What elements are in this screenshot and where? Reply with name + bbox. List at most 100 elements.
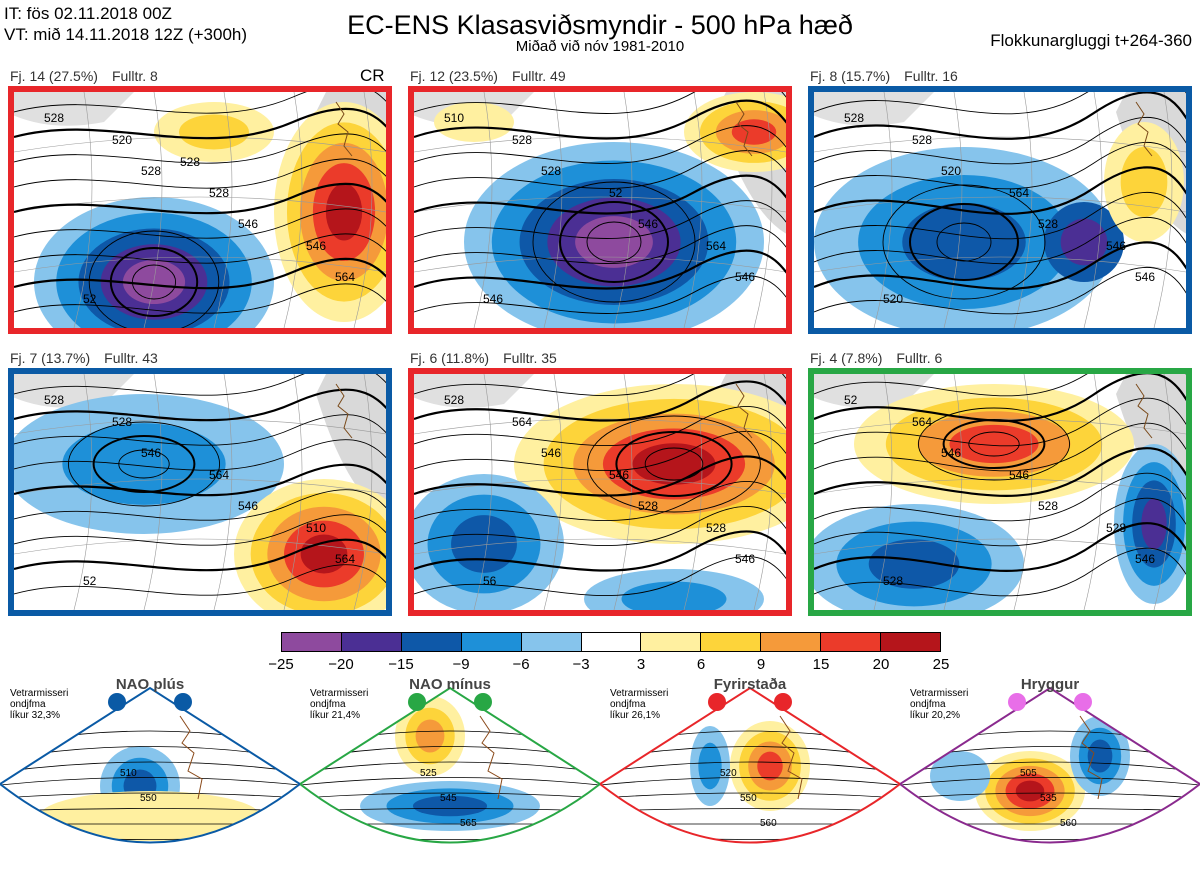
graticule-line — [414, 196, 786, 213]
regime-marker — [108, 693, 126, 711]
height-contour — [414, 506, 786, 546]
height-contour — [814, 266, 1186, 315]
height-contour — [615, 431, 733, 497]
colorbar-tick-label: 25 — [932, 656, 950, 673]
height-contour — [414, 455, 786, 497]
regime-svg: 510 550 — [0, 686, 302, 844]
height-contour — [414, 406, 786, 446]
panel-5-label: Fj. 6 (11.8%) Fulltr. 35 — [410, 350, 571, 366]
height-contour — [814, 116, 1186, 165]
anomaly-shading — [868, 539, 960, 589]
graticule-line — [73, 374, 93, 610]
height-contour — [14, 107, 386, 140]
graticule-line — [814, 478, 1186, 495]
graticule-line — [814, 418, 1186, 435]
graticule-line — [414, 478, 786, 495]
contour-label: 528 — [44, 111, 64, 125]
colorbar-tick-label: −9 — [452, 656, 470, 673]
contour-label: 52 — [83, 292, 97, 306]
regime-stat-line: Vetrarmisseri — [310, 688, 369, 699]
height-contour — [814, 92, 1186, 140]
height-contour — [14, 283, 386, 314]
height-contour — [814, 497, 1186, 547]
regime-contour-label: 545 — [440, 793, 457, 804]
graticule-line — [473, 92, 493, 328]
height-contour — [814, 522, 1186, 572]
contour-label: 546 — [306, 239, 326, 253]
map-svg: 528 528 546 564 520 528 546 52 528 — [14, 92, 386, 328]
height-contour — [414, 174, 786, 215]
regime-marker — [1074, 693, 1092, 711]
panel-1-label: Fj. 14 (27.5%) Fulltr. 8 — [10, 68, 172, 84]
graticule-line — [14, 256, 386, 273]
graticule-line — [814, 256, 1186, 273]
colorbar-tick-label: 6 — [696, 656, 706, 673]
contour-label: 56 — [483, 574, 497, 588]
colorbar-swatch — [521, 633, 582, 651]
height-contour — [88, 230, 220, 328]
height-contour — [814, 374, 1186, 397]
colorbar-swatch — [341, 633, 402, 651]
graticule-line — [814, 538, 1186, 555]
map-svg: 528 520 528 546 528 564 546 520 — [814, 92, 1186, 328]
regime-contour — [600, 792, 900, 799]
colorbar-tick-label: −20 — [328, 656, 354, 673]
colorbar-tick-label: −6 — [512, 656, 530, 673]
height-contour — [14, 133, 386, 164]
height-contour — [14, 514, 386, 546]
height-contour — [414, 92, 786, 114]
height-contour — [414, 556, 786, 596]
contour-label: 546 — [638, 217, 658, 231]
regime-shading — [757, 751, 783, 781]
graticule-line — [683, 92, 703, 328]
contour-label: 546 — [1009, 468, 1029, 482]
contour-label: 528 — [844, 111, 864, 125]
regime-title: Hryggur — [1020, 676, 1080, 693]
contour-label: 528 — [1038, 499, 1058, 513]
contour-label: 528 — [444, 393, 464, 407]
regime-stat: Vetrarmisseri ondjfma líkur 32,3% — [10, 688, 68, 721]
regime-stat-line: ondjfma — [610, 699, 646, 710]
cluster-map-6: 52 546 528 546 564 546 528 528 — [808, 368, 1192, 616]
height-contour — [814, 547, 1186, 597]
regime-title: NAO mínus — [409, 676, 491, 693]
land-area — [814, 92, 934, 126]
height-contour — [814, 216, 1186, 265]
regime-contour-label: 510 — [120, 768, 137, 779]
panel-3-member: Fulltr. 16 — [904, 68, 958, 84]
regime-ridge: 505 535 560 Hryggur Vetrarmisseri ondjfma líku… — [898, 676, 1200, 871]
regime-contour — [0, 777, 300, 786]
regime-stat-line: líkur 32,3% — [10, 710, 61, 721]
height-contour — [814, 397, 1186, 447]
height-contour — [814, 472, 1186, 522]
regime-marker — [408, 693, 426, 711]
height-contour — [586, 221, 642, 263]
graticule-line — [814, 136, 1186, 153]
panel-6-member: Fulltr. 6 — [896, 350, 943, 366]
anomaly-shading — [1060, 218, 1108, 266]
panel-1-tag: CR — [360, 66, 385, 85]
height-contour — [67, 421, 221, 507]
graticule-line — [613, 374, 633, 610]
regime-blocking: 520 550 560 Fyrirstaða Vetrarmisseri ondjfma l… — [598, 676, 902, 871]
anomaly-shading — [325, 183, 363, 241]
height-contour — [968, 431, 1020, 457]
regime-marker — [474, 693, 492, 711]
regime-stat-line: ondjfma — [910, 699, 946, 710]
regime-stat-line: líkur 20,2% — [910, 710, 961, 721]
graticule-line — [1083, 92, 1103, 328]
contour-label: 520 — [883, 292, 903, 306]
height-contour — [414, 275, 786, 314]
anomaly-shading — [621, 581, 727, 610]
anomaly-shading — [434, 102, 514, 142]
contour-label: 52 — [83, 574, 97, 588]
height-contour — [587, 415, 761, 513]
height-contour — [14, 233, 386, 264]
regime-shading — [1087, 739, 1113, 773]
regime-contour — [900, 777, 1200, 786]
height-contour — [118, 449, 170, 479]
height-contour — [532, 181, 696, 303]
height-contour — [414, 125, 786, 164]
graticule-line — [873, 92, 893, 328]
coastline — [779, 715, 803, 800]
